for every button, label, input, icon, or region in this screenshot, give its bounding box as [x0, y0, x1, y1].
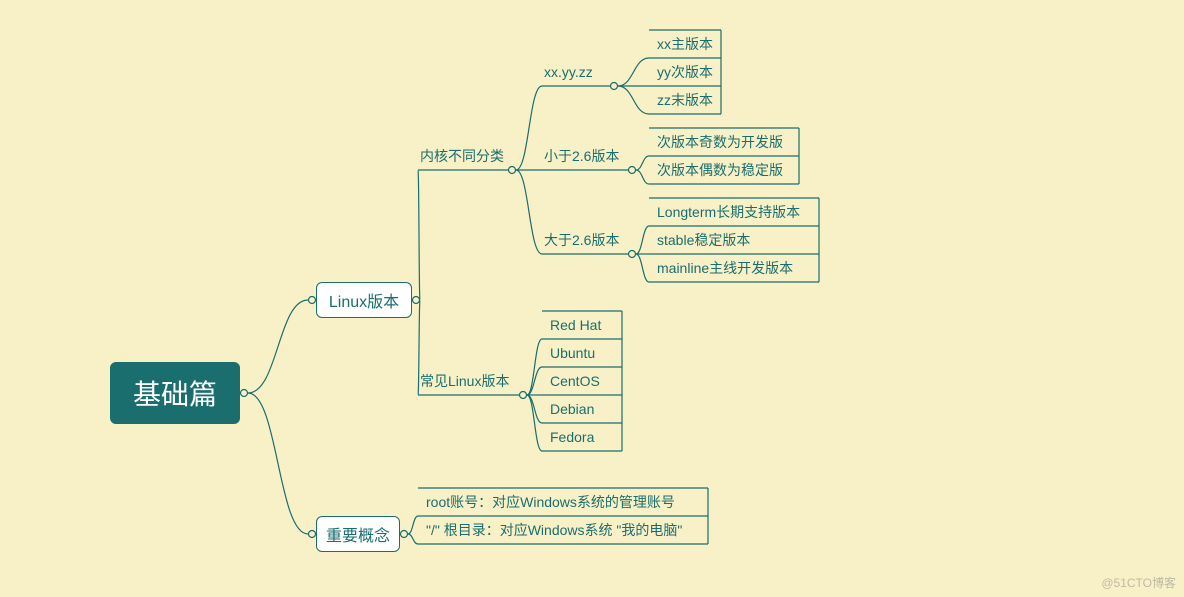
- leaf-common-3: Debian: [542, 395, 622, 423]
- leaf-xxyyzz-0: xx主版本: [649, 30, 721, 58]
- l2-kernel: 内核不同分类: [418, 142, 508, 170]
- leaf-concept-0-label: root账号：对应Windows系统的管理账号: [426, 492, 675, 512]
- leaf-xxyyzz-1-label: yy次版本: [657, 62, 713, 82]
- leaf-lt26-0: 次版本奇数为开发版: [649, 128, 799, 156]
- leaf-lt26-1: 次版本偶数为稳定版: [649, 156, 799, 184]
- leaf-common-1-label: Ubuntu: [550, 345, 595, 361]
- l2-common: 常见Linux版本: [418, 367, 519, 395]
- l3-lt26: 小于2.6版本: [542, 142, 628, 170]
- leaf-common-4: Fedora: [542, 423, 622, 451]
- leaf-common-1: Ubuntu: [542, 339, 622, 367]
- leaf-concept-1: "/" 根目录：对应Windows系统 "我的电脑": [418, 516, 708, 544]
- leaf-common-3-label: Debian: [550, 401, 594, 417]
- leaf-gt26-1: stable稳定版本: [649, 226, 819, 254]
- root-node: 基础篇: [110, 362, 240, 424]
- l2-kernel-label: 内核不同分类: [420, 146, 504, 166]
- l3-xxyyzz-label: xx.yy.zz: [544, 64, 593, 80]
- leaf-xxyyzz-2: zz末版本: [649, 86, 721, 114]
- l1-concept: 重要概念: [316, 516, 400, 552]
- l1-linux-label: Linux版本: [329, 288, 399, 312]
- leaf-lt26-0-label: 次版本奇数为开发版: [657, 132, 783, 152]
- leaf-concept-0: root账号：对应Windows系统的管理账号: [418, 488, 708, 516]
- leaf-concept-1-label: "/" 根目录：对应Windows系统 "我的电脑": [426, 520, 682, 540]
- leaf-gt26-2-label: mainline主线开发版本: [657, 258, 793, 278]
- leaf-common-0-label: Red Hat: [550, 317, 601, 333]
- leaf-gt26-0-label: Longterm长期支持版本: [657, 202, 800, 222]
- leaf-xxyyzz-1: yy次版本: [649, 58, 721, 86]
- l3-xxyyzz: xx.yy.zz: [542, 58, 610, 86]
- watermark: @51CTO博客: [1101, 574, 1176, 591]
- l1-concept-label: 重要概念: [326, 522, 390, 546]
- leaf-xxyyzz-2-label: zz末版本: [657, 90, 713, 110]
- leaf-common-2: CentOS: [542, 367, 622, 395]
- l3-lt26-label: 小于2.6版本: [544, 146, 619, 166]
- l1-linux: Linux版本: [316, 282, 412, 318]
- l3-gt26: 大于2.6版本: [542, 226, 628, 254]
- leaf-gt26-0: Longterm长期支持版本: [649, 198, 819, 226]
- leaf-gt26-1-label: stable稳定版本: [657, 230, 750, 250]
- leaf-gt26-2: mainline主线开发版本: [649, 254, 819, 282]
- root-node-label: 基础篇: [133, 373, 217, 413]
- leaf-common-4-label: Fedora: [550, 429, 594, 445]
- leaf-common-0: Red Hat: [542, 311, 622, 339]
- l3-gt26-label: 大于2.6版本: [544, 230, 619, 250]
- leaf-lt26-1-label: 次版本偶数为稳定版: [657, 160, 783, 180]
- l2-common-label: 常见Linux版本: [420, 371, 509, 391]
- leaf-common-2-label: CentOS: [550, 373, 600, 389]
- leaf-xxyyzz-0-label: xx主版本: [657, 34, 713, 54]
